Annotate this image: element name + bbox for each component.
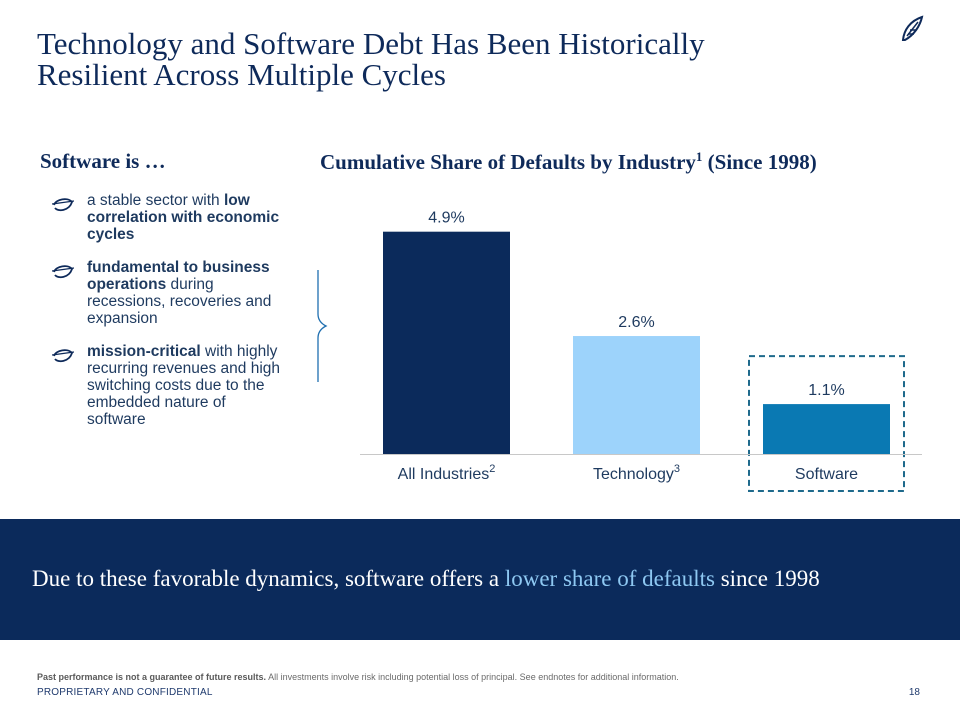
chart-title: Cumulative Share of Defaults by Industry… [320,149,817,174]
defaults-bar-chart: 4.9% All Industries2 2.6% Technology3 1.1% So… [360,210,922,492]
category-label: Software [795,466,858,483]
right-brace [317,270,328,382]
swoosh-icon [52,349,74,363]
title-line-1: Technology and Software Debt Has Been Hi… [37,26,705,61]
bullet-text: mission-critical with highly recurring r… [87,343,281,428]
conclusion-banner [0,519,960,640]
swoosh-icon [52,198,74,212]
banner-highlight: lower share of defaults [504,566,715,591]
owl-feather-icon [901,15,924,41]
banner-text: Due to these favorable dynamics, softwar… [32,566,820,591]
bullet-text: a stable sector with low correlation wit… [87,192,280,243]
bar-technology [573,336,700,454]
disclaimer: Past performance is not a guarantee of f… [37,672,679,682]
page-number: 18 [908,687,920,698]
highlight-box [748,355,905,492]
title-line-2: Resilient Across Multiple Cycles [37,57,446,92]
left-panel-heading: Software is … [40,149,166,173]
page-title: Technology and Software Debt Has Been Hi… [37,28,857,90]
bar-software [763,404,890,454]
data-label: 1.1% [808,382,844,399]
bar-all-industries [383,231,510,454]
category-label: Technology3 [593,463,680,483]
swoosh-icon [52,265,74,279]
bullet-text: fundamental to business operations durin… [87,259,272,327]
category-label: All Industries2 [398,463,496,483]
confidential-label: PROPRIETARY AND CONFIDENTIAL [37,687,213,698]
data-label: 4.9% [428,210,464,227]
data-label: 2.6% [618,314,654,331]
